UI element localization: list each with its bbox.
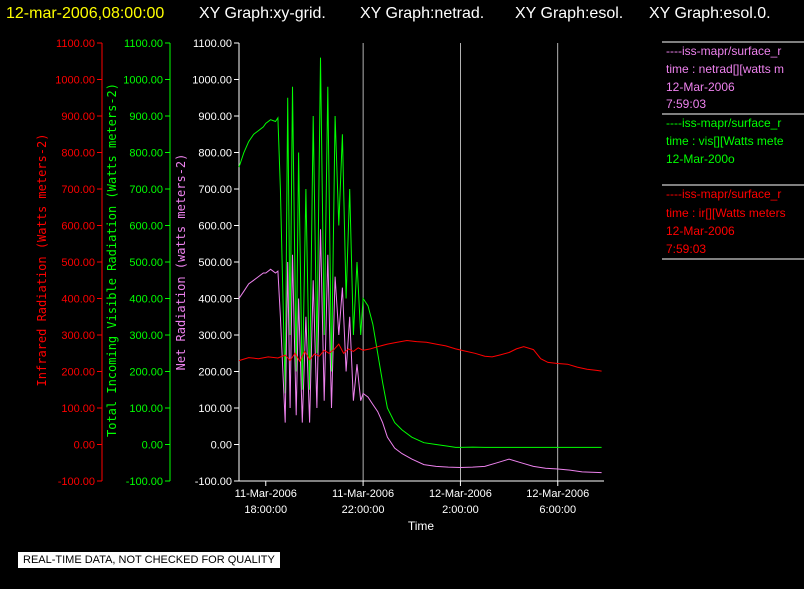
header-timestamp: 12-mar-2006,08:00:00	[6, 5, 164, 22]
y-tick-label: 100.00	[198, 403, 232, 415]
y-tick-label: 900.00	[61, 111, 95, 123]
x-tick-label: 6:00:00	[539, 504, 576, 516]
net-axis-label: Net Radiation (watts meters-2)	[174, 154, 188, 371]
legend-vis-line1: ----iss-mapr/surface_r	[666, 116, 781, 130]
y-tick-label: 800.00	[198, 148, 232, 160]
y-tick-label: 0.00	[211, 440, 232, 452]
x-axis-label: Time	[408, 519, 435, 533]
y-tick-label: 400.00	[129, 294, 163, 306]
y-tick-label: 500.00	[129, 257, 163, 269]
y-tick-label: 0.00	[142, 440, 163, 452]
x-tick-label: 2:00:00	[442, 504, 479, 516]
y-tick-label: 500.00	[61, 257, 95, 269]
y-tick-label: 600.00	[61, 221, 95, 233]
y-tick-label: 1100.00	[193, 38, 232, 50]
y-tick-label: 200.00	[198, 367, 232, 379]
y-tick-label: 300.00	[61, 330, 95, 342]
y-tick-label: 200.00	[129, 367, 163, 379]
x-tick-label: 22:00:00	[342, 504, 385, 516]
y-tick-label: 100.00	[61, 403, 95, 415]
legend-vis-line3: 12-Mar-200o	[666, 152, 735, 166]
series-line-visible-radiation	[238, 57, 602, 448]
x-tick-label: 18:00:00	[244, 504, 287, 516]
y-tick-label: 800.00	[129, 148, 163, 160]
header-title-2: XY Graph:netrad.	[360, 5, 484, 22]
x-gridlines	[362, 43, 559, 481]
legend-ir-line1: ----iss-mapr/surface_r	[666, 187, 781, 201]
legend-net-line1: ----iss-mapr/surface_r	[666, 44, 781, 58]
y-tick-label: -100.00	[195, 476, 232, 488]
header-title-1: XY Graph:xy-grid.	[199, 5, 326, 22]
y-tick-label: 0.00	[74, 440, 95, 452]
y-tick-label: 400.00	[61, 294, 95, 306]
y-tick-label: 400.00	[198, 294, 232, 306]
y-tick-label: 800.00	[61, 148, 95, 160]
y-tick-label: 1000.00	[192, 75, 232, 87]
vis-axis-label: Total Incoming Visible Radiation (Watts …	[105, 83, 119, 437]
y-tick-label: 200.00	[61, 367, 95, 379]
x-tick-label: 12-Mar-2006	[429, 488, 492, 500]
net-axis-ticks: -100.00 0.00 100.00 200.00 300.00 400.00 500.0…	[192, 38, 239, 488]
y-tick-label: 300.00	[198, 330, 232, 342]
legend-ir-line3: 12-Mar-2006	[666, 224, 735, 238]
y-tick-label: 700.00	[198, 184, 232, 196]
vis-axis-ticks: -100.00 0.00 100.00 200.00 300.00 400.00 500.0…	[123, 38, 170, 488]
y-tick-label: 1100.00	[56, 38, 95, 50]
y-tick-label: 900.00	[129, 111, 163, 123]
quality-notice: REAL-TIME DATA, NOT CHECKED FOR QUALITY	[18, 552, 280, 568]
legend-ir-line4: 7:59:03	[666, 242, 706, 256]
x-tick-label: 11-Mar-2006	[235, 488, 297, 500]
series-line-net-radiation	[238, 229, 602, 474]
ir-axis-label: Infrared Radiation (Watts meters-2)	[35, 134, 49, 387]
y-tick-label: 700.00	[129, 184, 163, 196]
x-tick-label: 11-Mar-2006	[332, 488, 394, 500]
y-tick-label: 900.00	[198, 111, 232, 123]
y-tick-label: 700.00	[61, 184, 95, 196]
legend-ir-line2: time : ir[][Watts meters	[666, 206, 786, 220]
y-tick-label: 1000.00	[123, 75, 163, 87]
y-tick-label: 500.00	[198, 257, 232, 269]
x-axis-ticks: 11-Mar-2006 18:00:00 11-Mar-2006 22:00:00 12…	[235, 481, 589, 516]
legend-net-line2: time : netrad[][watts m	[666, 62, 784, 76]
y-tick-label: 100.00	[129, 403, 163, 415]
legend-net-line3: 12-Mar-2006	[666, 80, 735, 94]
series-line-infrared-radiation	[238, 339, 602, 372]
y-tick-label: 1000.00	[55, 75, 95, 87]
header-title-3: XY Graph:esol.	[515, 5, 623, 22]
y-tick-label: 300.00	[129, 330, 163, 342]
legend-net-line4: 7:59:03	[666, 97, 706, 111]
y-tick-label: -100.00	[58, 476, 95, 488]
ir-axis-ticks: -100.00 0.00 100.00 200.00 300.00 400.00 500.0…	[55, 38, 102, 488]
y-tick-label: 600.00	[198, 221, 232, 233]
x-tick-label: 12-Mar-2006	[526, 488, 589, 500]
legend: ----iss-mapr/surface_r time : netrad[][w…	[662, 41, 804, 260]
legend-vis-line2: time : vis[][Watts mete	[666, 134, 784, 148]
header-title-4: XY Graph:esol.0.	[649, 5, 771, 22]
y-tick-label: 600.00	[129, 221, 163, 233]
y-tick-label: 1100.00	[124, 38, 163, 50]
y-tick-label: -100.00	[126, 476, 163, 488]
